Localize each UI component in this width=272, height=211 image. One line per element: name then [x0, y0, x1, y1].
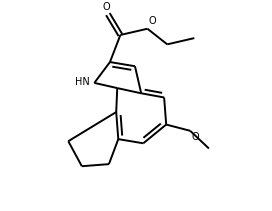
Text: HN: HN [75, 77, 90, 87]
Text: O: O [149, 16, 156, 26]
Text: O: O [191, 132, 199, 142]
Text: O: O [102, 2, 110, 12]
